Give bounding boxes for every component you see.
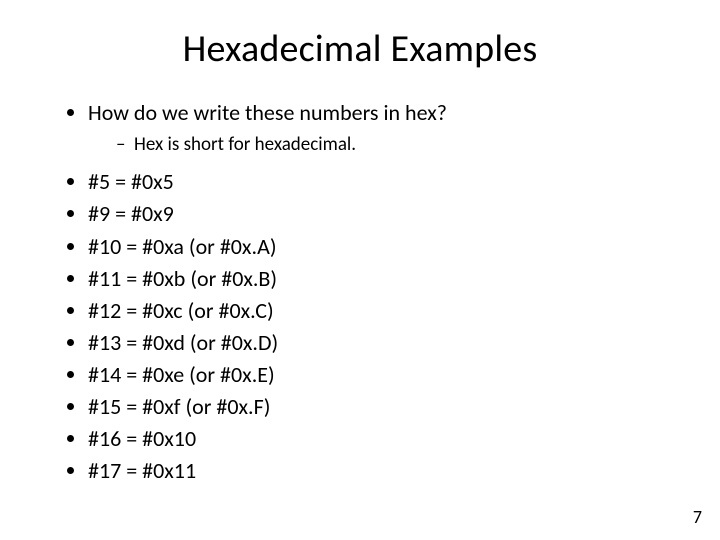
list-item: #10 = #0xa (or #0x.A) (88, 231, 656, 263)
list-item: #9 = #0x9 (88, 198, 656, 230)
intro-sub: Hex is short for hexadecimal. (116, 132, 656, 159)
list-item: #15 = #0xf (or #0x.F) (88, 391, 656, 423)
page-title: Hexadecimal Examples (64, 26, 656, 72)
intro-question-text: How do we write these numbers in hex? (88, 99, 447, 126)
intro-sublist: Hex is short for hexadecimal. (88, 132, 656, 159)
list-item: #17 = #0x11 (88, 455, 656, 487)
list-item: #13 = #0xd (or #0x.D) (88, 327, 656, 359)
intro-list: How do we write these numbers in hex? He… (64, 98, 656, 158)
intro-question: How do we write these numbers in hex? He… (88, 98, 656, 158)
list-item: #5 = #0x5 (88, 166, 656, 198)
list-item: #12 = #0xc (or #0x.C) (88, 295, 656, 327)
list-item: #16 = #0x10 (88, 423, 656, 455)
slide: Hexadecimal Examples How do we write the… (0, 0, 720, 540)
page-number: 7 (693, 506, 702, 528)
list-item: #11 = #0xb (or #0x.B) (88, 263, 656, 295)
example-list: #5 = #0x5 #9 = #0x9 #10 = #0xa (or #0x.A… (64, 166, 656, 487)
list-item: #14 = #0xe (or #0x.E) (88, 359, 656, 391)
